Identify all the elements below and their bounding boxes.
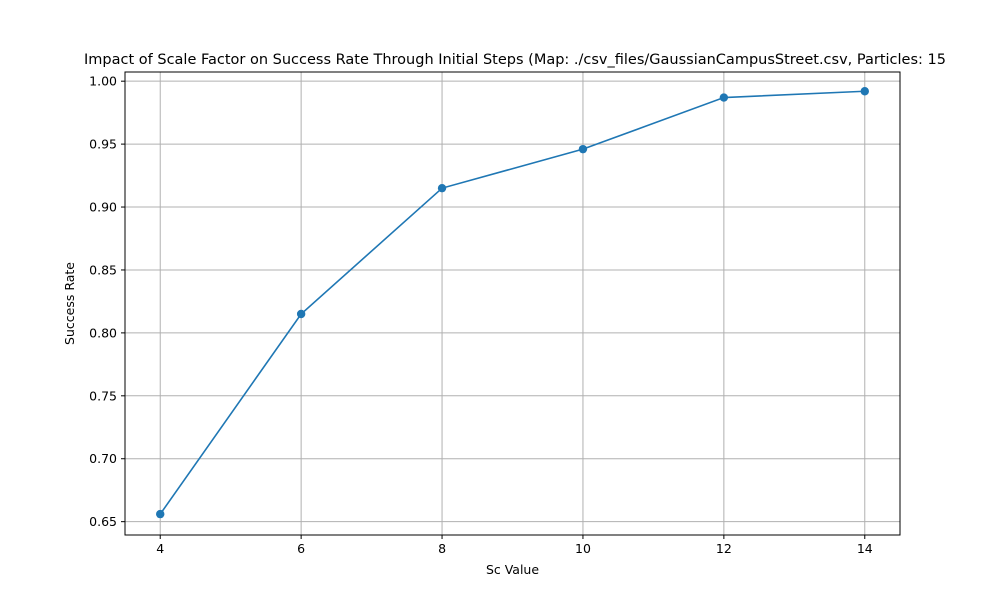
x-tick-label: 4 xyxy=(156,541,164,556)
axis-ticks: 4 6 8 10 12 14 0.65 0.70 0.75 0.80 0.85 0.90 0.95 1.0… xyxy=(89,74,873,556)
x-tick-label: 12 xyxy=(716,541,732,556)
y-axis-label: Success Rate xyxy=(62,262,77,345)
y-tick-label: 0.85 xyxy=(89,262,117,277)
chart-title: Impact of Scale Factor on Success Rate T… xyxy=(84,52,946,68)
x-tick-label: 10 xyxy=(575,541,591,556)
x-tick-label: 14 xyxy=(857,541,873,556)
data-point xyxy=(296,309,306,319)
x-axis-label: Sc Value xyxy=(486,562,539,577)
data-point xyxy=(719,93,729,102)
y-tick-label: 0.95 xyxy=(89,137,117,152)
y-tick-label: 0.75 xyxy=(89,388,117,403)
y-tick-label: 1.00 xyxy=(89,74,117,89)
data-point xyxy=(156,509,165,519)
data-point xyxy=(860,87,869,96)
y-tick-label: 0.80 xyxy=(89,325,117,340)
plot-frame xyxy=(124,71,901,536)
series-layer xyxy=(156,87,869,519)
y-tick-label: 0.90 xyxy=(89,200,117,215)
grid-lines xyxy=(125,72,900,535)
series-line xyxy=(159,90,865,515)
data-point xyxy=(437,183,447,193)
y-tick-label: 0.70 xyxy=(89,451,117,466)
y-tick-label: 0.65 xyxy=(89,514,117,529)
data-point xyxy=(578,144,588,154)
x-tick-label: 6 xyxy=(297,541,305,556)
x-tick-label: 8 xyxy=(438,541,446,556)
